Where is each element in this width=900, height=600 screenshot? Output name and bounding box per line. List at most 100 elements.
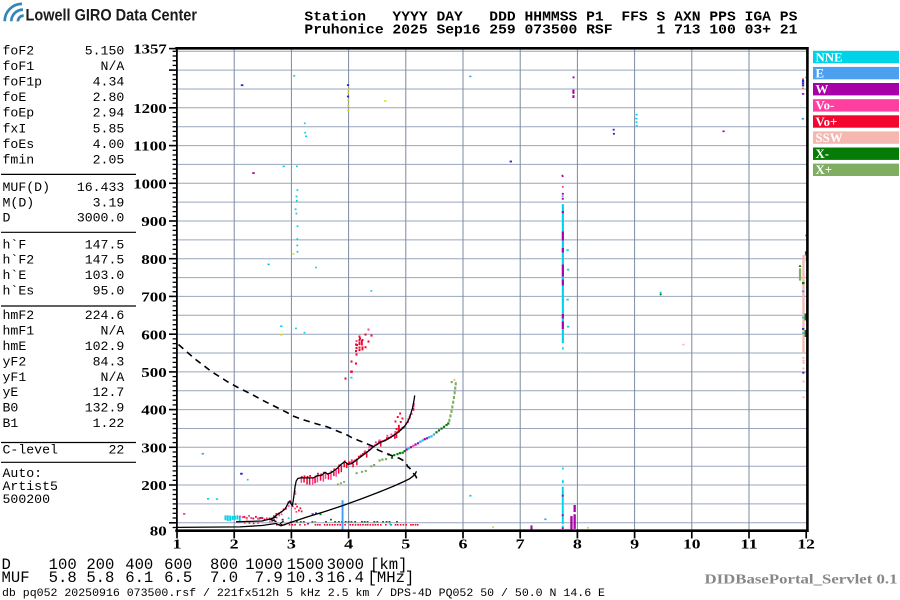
svg-text:500: 500 <box>141 365 167 380</box>
svg-text:foE: foE <box>3 90 27 105</box>
svg-text:4.34: 4.34 <box>93 75 125 90</box>
svg-text:h`F: h`F <box>3 237 27 252</box>
svg-text:200: 200 <box>141 478 167 493</box>
svg-text:hmF2: hmF2 <box>3 308 35 323</box>
svg-text:6: 6 <box>459 536 468 551</box>
svg-text:12: 12 <box>797 536 815 551</box>
svg-text:1200: 1200 <box>133 101 167 116</box>
svg-text:fxI: fxI <box>3 121 27 136</box>
svg-text:[km]: [km] <box>370 556 407 574</box>
svg-text:yF1: yF1 <box>3 370 27 385</box>
svg-text:DIDBasePortal_Servlet 0.1: DIDBasePortal_Servlet 0.1 <box>705 573 898 588</box>
svg-text:yF2: yF2 <box>3 354 27 369</box>
svg-text:h`Es: h`Es <box>3 284 35 299</box>
svg-text:5.8: 5.8 <box>86 569 114 587</box>
svg-text:2.05: 2.05 <box>93 153 125 168</box>
svg-text:16.4: 16.4 <box>327 569 364 587</box>
svg-text:B1: B1 <box>3 416 19 431</box>
svg-text:Station YYYY DAY DDD HHMMS: Station YYYY DAY DDD HHMMSS P1 FFS S AXN… <box>304 9 797 25</box>
svg-text:2: 2 <box>230 536 239 551</box>
svg-text:95.0: 95.0 <box>93 284 125 299</box>
svg-text:5.8: 5.8 <box>49 569 77 587</box>
svg-text:900: 900 <box>141 214 167 229</box>
svg-text:C-level: C-level <box>3 443 58 458</box>
svg-text:Vo-: Vo- <box>816 99 835 113</box>
svg-text:1000: 1000 <box>245 556 282 574</box>
svg-text:N/A: N/A <box>101 370 125 385</box>
svg-text:4.00: 4.00 <box>93 137 125 152</box>
svg-text:M(D): M(D) <box>3 195 35 210</box>
svg-text:200: 200 <box>86 556 114 574</box>
svg-text:E: E <box>816 66 825 80</box>
svg-text:2.80: 2.80 <box>93 90 125 105</box>
svg-text:147.5: 147.5 <box>85 237 125 252</box>
svg-text:10.3: 10.3 <box>287 569 324 587</box>
svg-text:NNE: NNE <box>816 50 843 64</box>
svg-text:3: 3 <box>287 536 296 551</box>
svg-text:3.19: 3.19 <box>93 195 125 210</box>
svg-text:hmF1: hmF1 <box>3 324 35 339</box>
svg-text:Pruhonice 2025 Sep16 259 07350: Pruhonice 2025 Sep16 259 073500 RSF 1 71… <box>304 23 797 39</box>
svg-text:132.9: 132.9 <box>85 401 125 416</box>
svg-text:D: D <box>2 556 11 574</box>
svg-text:N/A: N/A <box>101 59 125 74</box>
svg-text:X+: X+ <box>816 163 833 177</box>
svg-text:800: 800 <box>210 556 238 574</box>
svg-text:10: 10 <box>683 536 701 551</box>
svg-text:1000: 1000 <box>133 176 167 191</box>
svg-text:MUF: MUF <box>2 569 30 587</box>
svg-text:Lowell GIRO Data Center: Lowell GIRO Data Center <box>26 7 198 25</box>
svg-text:1: 1 <box>173 536 182 551</box>
svg-text:foEs: foEs <box>3 137 35 152</box>
svg-text:84.3: 84.3 <box>93 354 125 369</box>
svg-text:yE: yE <box>3 385 19 400</box>
svg-text:16.433: 16.433 <box>77 180 125 195</box>
svg-text:N/A: N/A <box>101 324 125 339</box>
svg-text:3000.0: 3000.0 <box>77 211 125 226</box>
svg-text:102.9: 102.9 <box>85 339 125 354</box>
svg-text:[MHz]: [MHz] <box>368 569 415 587</box>
svg-text:12.7: 12.7 <box>93 385 125 400</box>
svg-text:1100: 1100 <box>133 139 167 154</box>
svg-text:db pq052 20250916 073500.rsf /: db pq052 20250916 073500.rsf / 221fx512h… <box>2 588 605 600</box>
svg-text:Auto:: Auto: <box>3 466 43 481</box>
svg-text:3000: 3000 <box>327 556 364 574</box>
svg-text:103.0: 103.0 <box>85 268 125 283</box>
svg-text:B0: B0 <box>3 401 19 416</box>
svg-text:1357: 1357 <box>133 42 167 57</box>
svg-text:7.9: 7.9 <box>255 569 283 587</box>
svg-text:hmE: hmE <box>3 339 27 354</box>
svg-text:600: 600 <box>164 556 192 574</box>
svg-text:W: W <box>816 83 829 97</box>
svg-text:foF1p: foF1p <box>3 75 43 90</box>
svg-text:5: 5 <box>401 536 410 551</box>
svg-text:8: 8 <box>573 536 582 551</box>
svg-text:224.6: 224.6 <box>85 308 125 323</box>
svg-text:6.5: 6.5 <box>164 569 192 587</box>
svg-text:700: 700 <box>141 290 167 305</box>
svg-text:fmin: fmin <box>3 153 35 168</box>
svg-text:Vo+: Vo+ <box>816 115 838 129</box>
svg-text:800: 800 <box>141 252 167 267</box>
svg-text:600: 600 <box>141 327 167 342</box>
svg-text:1500: 1500 <box>287 556 324 574</box>
svg-text:22: 22 <box>108 443 124 458</box>
svg-text:h`F2: h`F2 <box>3 253 35 268</box>
svg-text:9: 9 <box>630 536 639 551</box>
svg-text:400: 400 <box>141 403 167 418</box>
svg-text:2.94: 2.94 <box>93 106 125 121</box>
svg-text:SSW: SSW <box>816 131 843 145</box>
svg-text:foF2: foF2 <box>3 43 35 58</box>
svg-text:11: 11 <box>740 536 758 551</box>
svg-text:4: 4 <box>344 536 353 551</box>
svg-text:400: 400 <box>125 556 153 574</box>
svg-text:147.5: 147.5 <box>85 253 125 268</box>
svg-text:foF1: foF1 <box>3 59 35 74</box>
svg-text:7: 7 <box>516 536 525 551</box>
svg-text:5.150: 5.150 <box>85 43 125 58</box>
svg-text:Artist5: Artist5 <box>3 479 58 494</box>
svg-text:D: D <box>3 211 11 226</box>
svg-text:5.85: 5.85 <box>93 121 125 136</box>
svg-text:300: 300 <box>141 440 167 455</box>
svg-text:100: 100 <box>49 556 77 574</box>
